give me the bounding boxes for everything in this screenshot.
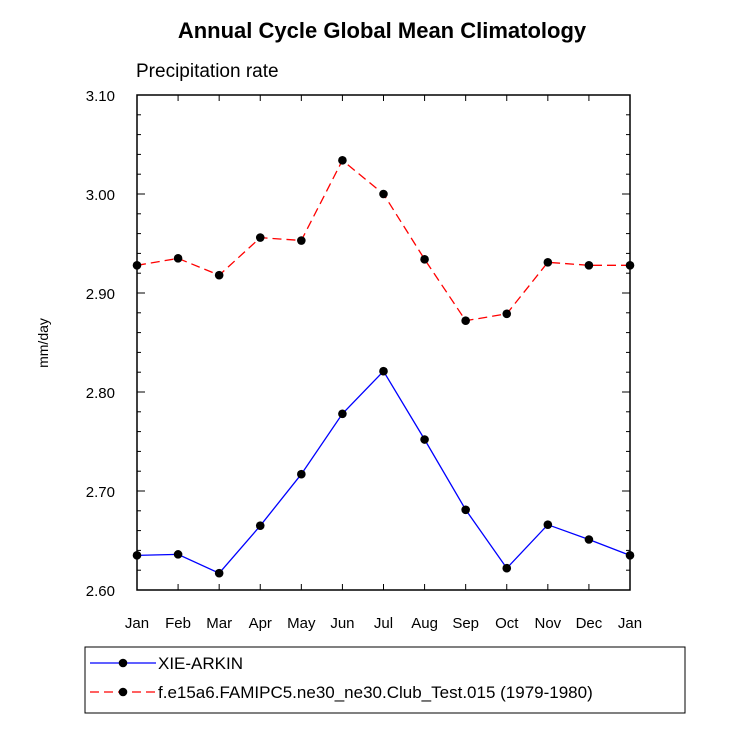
- y-tick-label: 2.80: [86, 385, 115, 402]
- data-point: [297, 236, 306, 245]
- data-point: [173, 254, 183, 263]
- x-tick-label: Sep: [452, 615, 479, 632]
- data-point: [420, 435, 429, 444]
- x-tick-label: Mar: [206, 615, 232, 632]
- x-tick-label: Jun: [330, 615, 354, 632]
- legend-label: f.e15a6.FAMIPC5.ne30_ne30.Club_Test.015 …: [158, 683, 593, 702]
- y-tick-label: 3.00: [86, 187, 115, 204]
- data-point: [214, 270, 224, 280]
- x-tick-label: Nov: [534, 615, 561, 632]
- y-tick-label: 3.10: [86, 88, 115, 105]
- data-point: [173, 550, 183, 559]
- data-point: [461, 505, 470, 515]
- x-tick-label: Feb: [165, 615, 191, 632]
- x-tick-label: Apr: [249, 615, 272, 632]
- data-point: [420, 255, 429, 264]
- data-point: [379, 189, 388, 199]
- data-point: [584, 535, 594, 544]
- x-tick-label: Jul: [374, 615, 393, 632]
- data-point: [338, 156, 347, 165]
- legend-label: XIE-ARKIN: [158, 654, 243, 673]
- data-point: [461, 316, 470, 326]
- x-tick-label: Jan: [125, 615, 149, 632]
- data-point: [255, 233, 265, 242]
- data-point: [255, 521, 265, 530]
- y-tick-label: 2.60: [86, 583, 115, 600]
- legend-marker: [118, 687, 128, 697]
- series-layer: [132, 156, 635, 578]
- legend-marker: [118, 658, 128, 668]
- x-tick-label: Dec: [576, 615, 603, 632]
- data-point: [502, 563, 512, 573]
- data-point: [543, 520, 553, 529]
- data-point: [502, 309, 512, 319]
- y-axis-label: mm/day: [35, 318, 51, 368]
- data-point: [543, 258, 553, 267]
- y-tick-label: 2.90: [86, 286, 115, 303]
- x-tick-label: Aug: [411, 615, 438, 632]
- chart-subtitle: Precipitation rate: [136, 61, 279, 82]
- data-point: [338, 409, 347, 419]
- x-tick-label: Jan: [618, 615, 642, 632]
- series-line-1: [136, 370, 631, 574]
- data-point: [379, 366, 388, 376]
- y-tick-label: 2.70: [86, 484, 115, 501]
- axis-ticks: [136, 94, 631, 591]
- plot-frame: [136, 94, 631, 591]
- chart-title: Annual Cycle Global Mean Climatology: [178, 18, 587, 43]
- data-point: [297, 469, 306, 479]
- data-point: [214, 568, 224, 578]
- legend-box: [84, 646, 686, 714]
- data-point: [584, 260, 594, 270]
- x-tick-label: Oct: [495, 615, 519, 632]
- x-tick-label: May: [287, 615, 316, 632]
- series-line-2: [136, 159, 630, 322]
- legend: XIE-ARKIN f.e15a6.FAMIPC5.ne30_ne30.Club_…: [90, 654, 593, 702]
- tick-labels: Jan Feb Mar Apr May Jun Jul Aug Sep Oct Nov Dec Jan 2…: [86, 88, 642, 632]
